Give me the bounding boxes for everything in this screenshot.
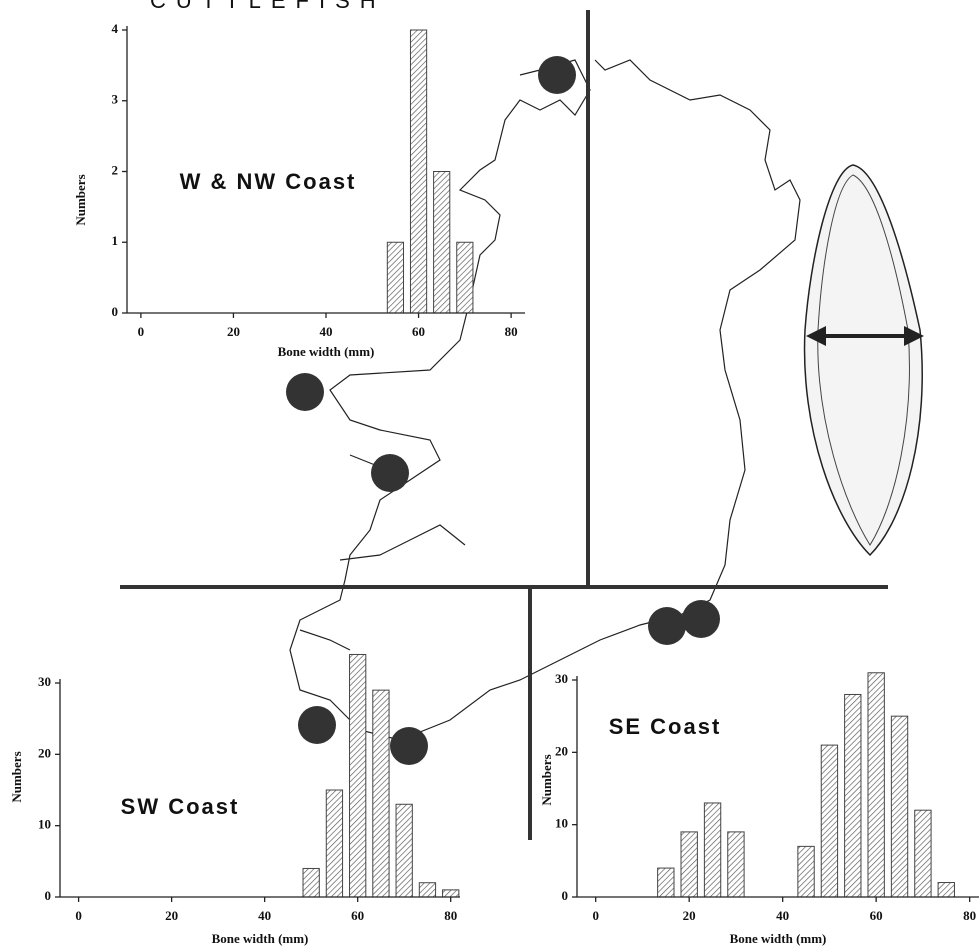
x-tick-label: 0 xyxy=(75,908,82,923)
y-tick-label: 0 xyxy=(112,304,119,319)
bar xyxy=(820,744,839,898)
y-tick-label: 10 xyxy=(38,817,51,832)
y-tick-label: 20 xyxy=(38,745,51,760)
x-tick-label: 60 xyxy=(870,908,883,923)
bar xyxy=(680,831,698,898)
histogram: 0 10 20 30 0 20 40 60 80 Bone width (mm) Numbers SE… xyxy=(539,671,979,946)
x-tick-label: 80 xyxy=(963,908,976,923)
panel-title: SE Coast xyxy=(609,714,722,739)
x-tick-label: 20 xyxy=(683,908,696,923)
bar xyxy=(349,653,367,898)
x-tick-label: 60 xyxy=(351,908,364,923)
y-tick-label: 20 xyxy=(555,743,568,758)
bar xyxy=(797,845,815,898)
y-tick-label: 0 xyxy=(562,888,569,903)
x-tick-label: 20 xyxy=(227,324,240,339)
panel-title: SW Coast xyxy=(121,794,240,819)
y-tick-label: 2 xyxy=(112,162,119,177)
y-tick-label: 4 xyxy=(112,21,119,36)
x-tick-label: 80 xyxy=(444,908,457,923)
bar xyxy=(937,882,955,898)
bar xyxy=(395,803,413,898)
bar xyxy=(657,867,675,898)
x-tick-label: 20 xyxy=(165,908,178,923)
histogram: 0 10 20 30 0 20 40 60 80 Bone width (mm) Numbers SW… xyxy=(9,653,460,946)
y-axis-label: Numbers xyxy=(9,751,24,802)
x-tick-label: 40 xyxy=(258,908,271,923)
bar xyxy=(386,241,405,314)
x-tick-label: 40 xyxy=(776,908,789,923)
bar xyxy=(409,29,428,314)
x-axis-label: Bone width (mm) xyxy=(730,931,827,946)
y-tick-label: 30 xyxy=(555,671,568,686)
y-tick-label: 3 xyxy=(112,92,119,107)
bar xyxy=(867,672,885,898)
y-tick-label: 10 xyxy=(555,816,568,831)
sample-sites xyxy=(286,56,720,765)
x-tick-label: 0 xyxy=(592,908,599,923)
panel-title: W & NW Coast xyxy=(180,169,357,194)
y-axis-label: Numbers xyxy=(539,754,554,805)
y-tick-label: 30 xyxy=(38,674,51,689)
y-tick-label: 0 xyxy=(45,888,52,903)
y-tick-label: 1 xyxy=(112,233,119,248)
x-tick-label: 40 xyxy=(320,324,333,339)
bar xyxy=(433,171,451,314)
x-tick-label: 60 xyxy=(412,324,425,339)
bar xyxy=(844,693,862,898)
bar xyxy=(302,867,320,898)
bar xyxy=(418,882,437,898)
x-tick-label: 80 xyxy=(505,324,518,339)
x-tick-label: 0 xyxy=(138,324,145,339)
bar xyxy=(914,809,932,898)
caption: CUTTLEFISH xyxy=(150,0,386,13)
bar xyxy=(703,802,722,898)
divider-lines xyxy=(120,10,888,840)
map xyxy=(289,59,801,741)
bar xyxy=(727,831,745,898)
bar xyxy=(456,241,474,314)
bar xyxy=(325,789,344,898)
cuttlebone xyxy=(803,164,924,557)
bar xyxy=(372,689,390,898)
x-axis-label: Bone width (mm) xyxy=(212,931,309,946)
bar xyxy=(442,889,460,898)
y-axis-label: Numbers xyxy=(73,174,88,225)
bar xyxy=(890,715,909,898)
x-axis-label: Bone width (mm) xyxy=(278,344,375,359)
